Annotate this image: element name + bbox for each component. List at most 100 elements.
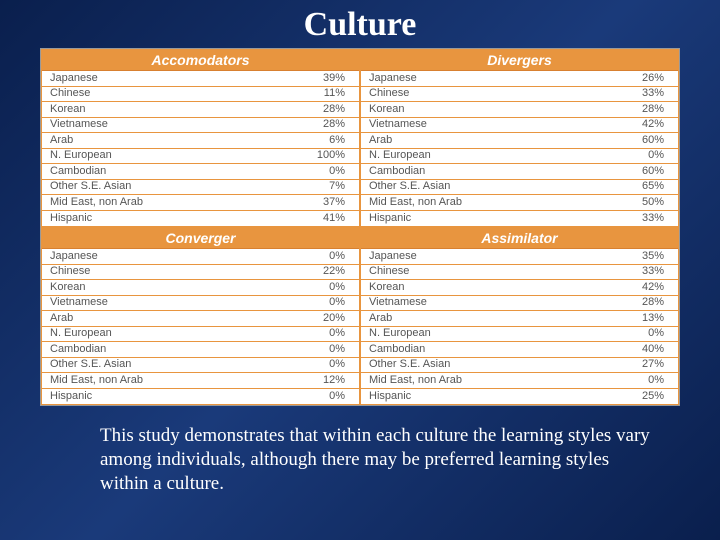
quadrant-accomodators: Accomodators Japanese39% Chinese11% Kore…	[41, 49, 360, 227]
table-row: Hispanic41%	[42, 211, 359, 227]
slide-caption: This study demonstrates that within each…	[100, 424, 660, 495]
table-row: Korean 42%	[361, 280, 678, 296]
row-value: 0%	[329, 389, 345, 405]
row-value: 0%	[648, 148, 664, 164]
row-label: Japanese	[369, 249, 417, 265]
table-row: Other S.E. Asian0%	[42, 358, 359, 374]
row-label: Chinese	[50, 86, 90, 102]
row-label: Cambodian	[369, 342, 425, 358]
quadrant-divergers: Divergers Japanese26% Chinese 33% Korean 2…	[360, 49, 679, 227]
quadrant-header: Assimilator	[361, 228, 678, 249]
row-label: Vietnamese	[50, 295, 108, 311]
table-row: Other S.E. Asian7%	[42, 180, 359, 196]
row-value: 40%	[642, 342, 664, 358]
row-value: 28%	[642, 102, 664, 118]
table-row: Mid East, non Arab50%	[361, 195, 678, 211]
table-row: Chinese 11%	[42, 87, 359, 103]
row-value: 0%	[329, 249, 345, 265]
quadrant-grid: Accomodators Japanese39% Chinese11% Kore…	[41, 49, 679, 405]
page-title: Culture	[0, 0, 720, 48]
table-row: N. European100%	[42, 149, 359, 165]
table-row: Chinese 33%	[361, 265, 678, 281]
table-row: Mid East, non Arab12%	[42, 373, 359, 389]
row-label: Other S.E. Asian	[369, 179, 450, 195]
row-label: Arab	[369, 133, 392, 149]
row-value: 0%	[329, 280, 345, 296]
row-value: 28%	[642, 295, 664, 311]
row-label: Arab	[369, 311, 392, 327]
row-label: Hispanic	[369, 211, 411, 227]
row-label: Other S.E. Asian	[50, 357, 131, 373]
row-value: 11%	[324, 86, 345, 102]
quadrant-header: Accomodators	[42, 50, 359, 71]
table-row: Vietnamese 28%	[42, 118, 359, 134]
table-row: N. European 0%	[42, 327, 359, 343]
table-row: Korean 0%	[42, 280, 359, 296]
row-value: 28%	[323, 102, 345, 118]
row-label: Hispanic	[50, 389, 92, 405]
row-value: 20%	[323, 311, 345, 327]
table-row: Hispanic 25%	[361, 389, 678, 405]
row-label: Chinese	[369, 264, 409, 280]
table-row: Hispanic 0%	[42, 389, 359, 405]
row-value: 42%	[642, 117, 664, 133]
table-row: Chinese22%	[42, 265, 359, 281]
row-label: Hispanic	[369, 389, 411, 405]
row-label: Korean	[369, 280, 404, 296]
row-value: 27%	[642, 357, 664, 373]
row-label: Korean	[50, 102, 85, 118]
row-label: N. European	[369, 326, 431, 342]
table-row: Cambodian0%	[42, 164, 359, 180]
row-label: Other S.E. Asian	[50, 179, 131, 195]
row-label: Vietnamese	[369, 295, 427, 311]
row-value: 6%	[329, 133, 345, 149]
row-label: Mid East, non Arab	[50, 373, 143, 389]
table-row: N. European0%	[361, 149, 678, 165]
table-row: Chinese 33%	[361, 87, 678, 103]
row-label: Japanese	[369, 71, 417, 87]
row-label: Cambodian	[50, 342, 106, 358]
row-value: 60%	[642, 164, 664, 180]
quadrant-assimilator: Assimilator Japanese35% Chinese 33% Korea…	[360, 227, 679, 405]
quadrant-header: Divergers	[361, 50, 678, 71]
row-value: 0%	[329, 326, 345, 342]
row-label: Korean	[50, 280, 85, 296]
row-value: 0%	[329, 342, 345, 358]
row-label: Vietnamese	[50, 117, 108, 133]
table-row: Mid East, non Arab37%	[42, 195, 359, 211]
row-value: 0%	[329, 295, 345, 311]
table-row: Arab 60%	[361, 133, 678, 149]
table-row: Japanese26%	[361, 71, 678, 87]
quadrant-header: Converger	[42, 228, 359, 249]
row-label: Other S.E. Asian	[369, 357, 450, 373]
row-value: 100%	[317, 148, 345, 164]
row-value: 33%	[642, 86, 664, 102]
table-row: Vietnamese 42%	[361, 118, 678, 134]
row-value: 33%	[642, 211, 664, 227]
table-row: Mid East, non Arab0%	[361, 373, 678, 389]
row-label: Cambodian	[369, 164, 425, 180]
row-label: N. European	[50, 326, 112, 342]
row-value: 28%	[323, 117, 345, 133]
row-label: Vietnamese	[369, 117, 427, 133]
row-label: Arab	[50, 311, 73, 327]
row-value: 37%	[323, 195, 345, 211]
table-row: Other S.E. Asian 27%	[361, 358, 678, 374]
row-value: 0%	[329, 164, 345, 180]
table-row: Cambodian 0%	[42, 342, 359, 358]
row-value: 42%	[642, 280, 664, 296]
row-value: 33%	[642, 264, 664, 280]
row-value: 25%	[642, 389, 664, 405]
table-row: Other S.E. Asian65%	[361, 180, 678, 196]
quadrant-converger: Converger Japanese0% Chinese22% Korean0%…	[41, 227, 360, 405]
table-row: Arab 20%	[42, 311, 359, 327]
row-label: Mid East, non Arab	[369, 195, 462, 211]
row-label: Chinese	[369, 86, 409, 102]
row-value: 13%	[642, 311, 664, 327]
table-row: Arab6%	[42, 133, 359, 149]
row-value: 60%	[642, 133, 664, 149]
row-label: Hispanic	[50, 211, 92, 227]
row-label: Chinese	[50, 264, 90, 280]
table-row: Japanese35%	[361, 249, 678, 265]
row-label: Korean	[369, 102, 404, 118]
